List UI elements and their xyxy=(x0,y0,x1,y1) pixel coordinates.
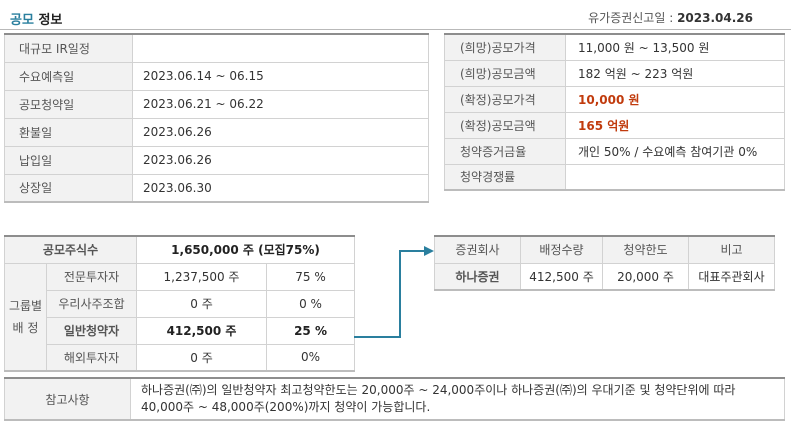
schedule-table: 대규모 IR일정 수요예측일 2023.06.14 ~ 06.15 공모청약일 20… xyxy=(4,33,429,203)
pricing-value: 182 억원 ~ 223 억원 xyxy=(565,59,785,87)
filing-date: 유가증권신고일 : 2023.04.26 xyxy=(588,9,753,26)
pricing-label: (희망)공모가격 xyxy=(444,33,566,61)
pricing-label: 청약경쟁률 xyxy=(444,163,566,191)
title-rest: 정보 xyxy=(38,13,63,28)
table-row: 그룹별 배 정 전문투자자 1,237,500 주 75 % xyxy=(4,262,356,372)
filing-date-label: 유가증권신고일 : xyxy=(588,11,674,25)
allocated-qty: 0 주 xyxy=(136,343,268,372)
allocated-pct: 0% xyxy=(266,343,356,372)
underwriter-note: 대표주관회사 xyxy=(688,262,775,291)
schedule-label: 수요예측일 xyxy=(4,61,133,91)
investor-type: 해외투자자 xyxy=(45,343,138,372)
filing-date-value: 2023.04.26 xyxy=(677,11,753,25)
allocated-qty: 1,237,500 주 xyxy=(136,262,268,291)
table-row: 우리사주조합 0 주 0 % xyxy=(5,289,356,318)
table-row: 증권회사 배정수량 청약한도 비고 xyxy=(434,235,775,264)
table-row: 참고사항 하나증권(㈜)의 일반청약자 최고청약한도는 20,000주 ~ 24… xyxy=(4,377,785,421)
schedule-label: 납입일 xyxy=(4,145,133,175)
allocated-qty: 0 주 xyxy=(136,289,268,318)
schedule-label: 환불일 xyxy=(4,117,133,147)
pricing-table: (희망)공모가격 11,000 원 ~ 13,500 원 (희망)공모금액 182 … xyxy=(444,33,785,191)
group-label-line-1: 그룹별 xyxy=(8,298,43,313)
column-header: 비고 xyxy=(688,235,775,264)
table-row: 환불일 2023.06.26 xyxy=(4,117,429,147)
title-accent: 공모 xyxy=(10,13,34,28)
pricing-value: 11,000 원 ~ 13,500 원 xyxy=(565,33,785,61)
table-row: 해외투자자 0 주 0% xyxy=(5,343,356,372)
schedule-value: 2023.06.14 ~ 06.15 xyxy=(132,61,429,91)
pricing-label: (확정)공모가격 xyxy=(444,85,566,113)
notes-table: 참고사항 하나증권(㈜)의 일반청약자 최고청약한도는 20,000주 ~ 24… xyxy=(4,377,785,421)
pricing-label: 청약증거금율 xyxy=(444,137,566,165)
table-row: 공모청약일 2023.06.21 ~ 06.22 xyxy=(4,89,429,119)
notes-label: 참고사항 xyxy=(4,377,131,421)
underwriter-limit: 20,000 주 xyxy=(602,262,689,291)
schedule-value: 2023.06.30 xyxy=(132,173,429,203)
underwriter-qty: 412,500 주 xyxy=(520,262,603,291)
group-label-line-2: 배 정 xyxy=(12,320,39,335)
confirmed-amount-value: 165 억원 xyxy=(565,111,785,139)
table-row: 수요예측일 2023.06.14 ~ 06.15 xyxy=(4,61,429,91)
table-row: 공모주식수 1,650,000 주 (모집75%) xyxy=(3,235,356,264)
pricing-value xyxy=(565,163,785,191)
table-row: 대규모 IR일정 xyxy=(4,33,429,63)
total-shares-value: 1,650,000 주 (모집75%) xyxy=(136,235,356,264)
total-shares-label: 공모주식수 xyxy=(3,235,138,264)
allocated-pct: 25 % xyxy=(266,316,356,345)
table-row: (확정)공모금액 165 억원 xyxy=(444,111,785,139)
column-header: 증권회사 xyxy=(434,235,521,264)
table-row: 청약증거금율 개인 50% / 수요예측 참여기관 0% xyxy=(444,137,785,165)
group-allocation-label: 그룹별 배 정 xyxy=(4,262,47,372)
allocated-pct: 75 % xyxy=(266,262,356,291)
page-title: 공모 정보 xyxy=(10,9,62,28)
table-row: 청약경쟁률 xyxy=(444,163,785,191)
schedule-value: 2023.06.26 xyxy=(132,145,429,175)
investor-type: 일반청약자 xyxy=(45,316,138,345)
share-allocation-table: 공모주식수 1,650,000 주 (모집75%) 그룹별 배 정 전문투자자 … xyxy=(3,235,356,372)
notes-text: 하나증권(㈜)의 일반청약자 최고청약한도는 20,000주 ~ 24,000주… xyxy=(130,377,785,421)
table-row: 상장일 2023.06.30 xyxy=(4,173,429,203)
allocated-pct: 0 % xyxy=(266,289,356,318)
column-header: 청약한도 xyxy=(602,235,689,264)
investor-type: 우리사주조합 xyxy=(45,289,138,318)
schedule-value: 2023.06.26 xyxy=(132,117,429,147)
underwriter-table: 증권회사 배정수량 청약한도 비고 하나증권 412,500 주 20,000 … xyxy=(434,235,775,291)
investor-type: 전문투자자 xyxy=(45,262,138,291)
schedule-label: 상장일 xyxy=(4,173,133,203)
schedule-label: 대규모 IR일정 xyxy=(4,33,133,63)
table-row: (희망)공모가격 11,000 원 ~ 13,500 원 xyxy=(444,33,785,61)
confirmed-price-value: 10,000 원 xyxy=(565,85,785,113)
connector-arrow-icon xyxy=(354,246,434,338)
pricing-label: (확정)공모금액 xyxy=(444,111,566,139)
schedule-value: 2023.06.21 ~ 06.22 xyxy=(132,89,429,119)
table-row: 하나증권 412,500 주 20,000 주 대표주관회사 xyxy=(434,262,775,291)
pricing-value: 개인 50% / 수요예측 참여기관 0% xyxy=(565,137,785,165)
table-row: (확정)공모가격 10,000 원 xyxy=(444,85,785,113)
table-row: 일반청약자 412,500 주 25 % xyxy=(5,316,356,345)
table-row: 납입일 2023.06.26 xyxy=(4,145,429,175)
pricing-label: (희망)공모금액 xyxy=(444,59,566,87)
schedule-value xyxy=(132,33,429,63)
schedule-label: 공모청약일 xyxy=(4,89,133,119)
column-header: 배정수량 xyxy=(520,235,603,264)
allocated-qty: 412,500 주 xyxy=(136,316,268,345)
header: 공모 정보 유가증권신고일 : 2023.04.26 xyxy=(0,0,791,30)
table-row: (희망)공모금액 182 억원 ~ 223 억원 xyxy=(444,59,785,87)
underwriter-company: 하나증권 xyxy=(434,262,521,291)
